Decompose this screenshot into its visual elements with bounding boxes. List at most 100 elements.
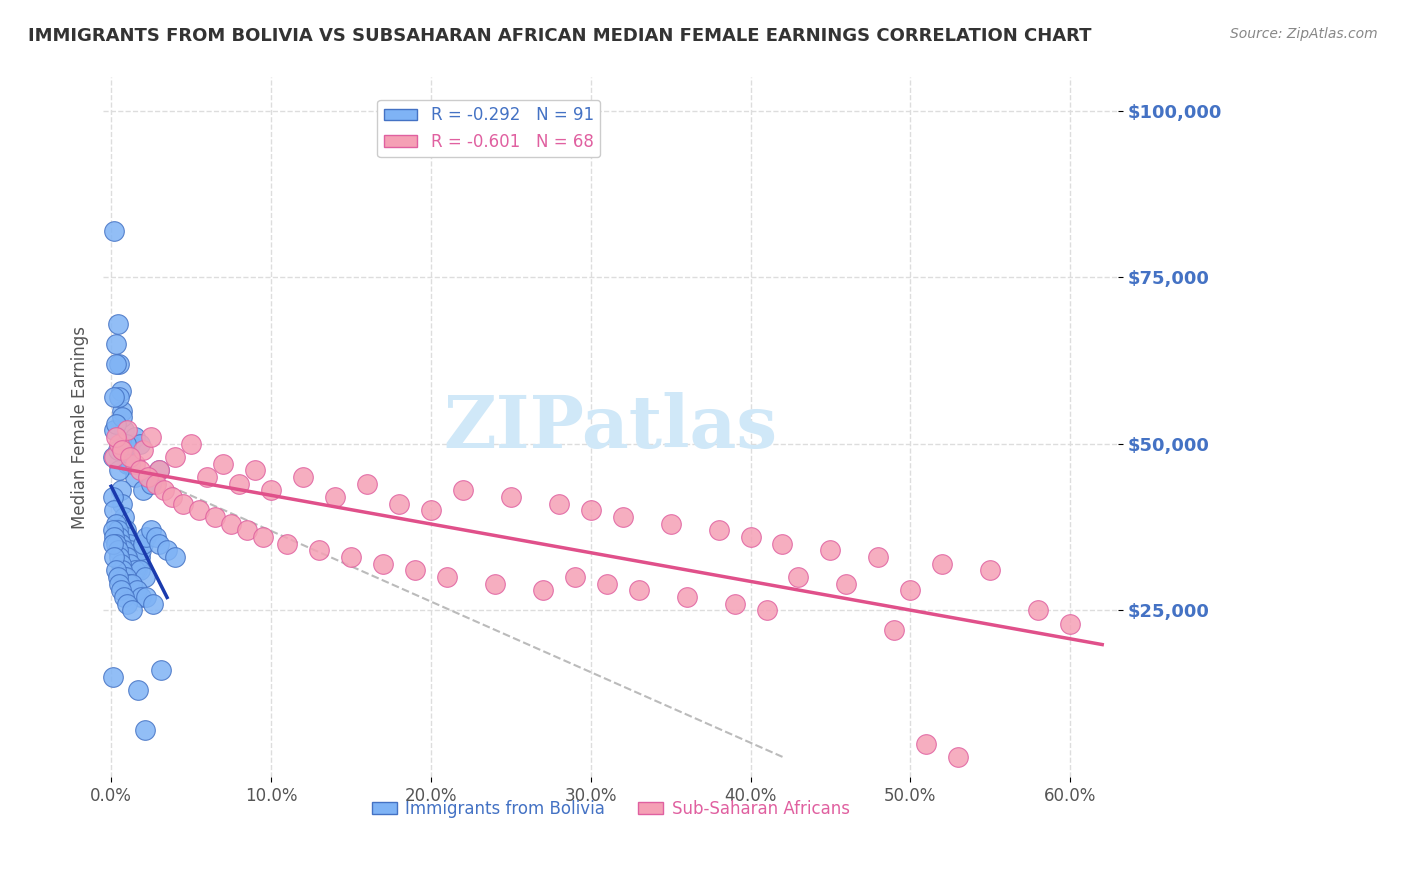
Point	[153, 483, 176, 498]
Point	[104, 337, 127, 351]
Y-axis label: Median Female Earnings: Median Female Earnings	[72, 326, 89, 529]
Point	[165, 450, 187, 464]
Point	[103, 390, 125, 404]
Point	[128, 437, 150, 451]
Point	[121, 549, 143, 564]
Point	[139, 430, 162, 444]
Point	[128, 549, 150, 564]
Point	[139, 524, 162, 538]
Point	[112, 424, 135, 438]
Point	[340, 549, 363, 564]
Point	[659, 516, 682, 531]
Point	[101, 490, 124, 504]
Point	[114, 437, 136, 451]
Point	[114, 549, 136, 564]
Point	[101, 450, 124, 464]
Point	[135, 590, 157, 604]
Point	[103, 424, 125, 438]
Point	[156, 543, 179, 558]
Point	[356, 476, 378, 491]
Point	[115, 597, 138, 611]
Point	[108, 463, 131, 477]
Point	[160, 490, 183, 504]
Text: ZIPatlas: ZIPatlas	[444, 392, 778, 463]
Point	[112, 570, 135, 584]
Point	[124, 470, 146, 484]
Point	[108, 390, 131, 404]
Point	[131, 590, 153, 604]
Point	[436, 570, 458, 584]
Point	[931, 557, 953, 571]
Text: Source: ZipAtlas.com: Source: ZipAtlas.com	[1230, 27, 1378, 41]
Point	[110, 583, 132, 598]
Point	[707, 524, 730, 538]
Point	[260, 483, 283, 498]
Point	[124, 563, 146, 577]
Point	[108, 357, 131, 371]
Point	[104, 563, 127, 577]
Point	[898, 583, 921, 598]
Point	[627, 583, 650, 598]
Point	[107, 317, 129, 331]
Point	[212, 457, 235, 471]
Point	[820, 543, 842, 558]
Point	[388, 497, 411, 511]
Point	[499, 490, 522, 504]
Point	[112, 543, 135, 558]
Point	[104, 357, 127, 371]
Point	[104, 537, 127, 551]
Point	[1059, 616, 1081, 631]
Point	[110, 537, 132, 551]
Point	[243, 463, 266, 477]
Point	[291, 470, 314, 484]
Point	[110, 483, 132, 498]
Point	[132, 443, 155, 458]
Point	[115, 549, 138, 564]
Point	[122, 557, 145, 571]
Point	[139, 476, 162, 491]
Point	[323, 490, 346, 504]
Point	[148, 537, 170, 551]
Point	[120, 557, 142, 571]
Point	[145, 476, 167, 491]
Point	[612, 510, 634, 524]
Point	[107, 443, 129, 458]
Point	[125, 583, 148, 598]
Point	[180, 437, 202, 451]
Point	[101, 537, 124, 551]
Point	[101, 524, 124, 538]
Point	[112, 510, 135, 524]
Point	[531, 583, 554, 598]
Point	[104, 417, 127, 431]
Point	[128, 463, 150, 477]
Point	[145, 530, 167, 544]
Point	[111, 410, 134, 425]
Point	[979, 563, 1001, 577]
Point	[948, 750, 970, 764]
Point	[371, 557, 394, 571]
Point	[547, 497, 569, 511]
Point	[111, 403, 134, 417]
Point	[120, 450, 142, 464]
Point	[111, 497, 134, 511]
Point	[723, 597, 745, 611]
Point	[404, 563, 426, 577]
Point	[115, 457, 138, 471]
Point	[104, 430, 127, 444]
Point	[128, 563, 150, 577]
Point	[124, 563, 146, 577]
Point	[276, 537, 298, 551]
Point	[114, 570, 136, 584]
Point	[103, 549, 125, 564]
Point	[132, 483, 155, 498]
Point	[835, 576, 858, 591]
Point	[772, 537, 794, 551]
Point	[308, 543, 330, 558]
Point	[228, 476, 250, 491]
Point	[108, 549, 131, 564]
Text: IMMIGRANTS FROM BOLIVIA VS SUBSAHARAN AFRICAN MEDIAN FEMALE EARNINGS CORRELATION: IMMIGRANTS FROM BOLIVIA VS SUBSAHARAN AF…	[28, 27, 1091, 45]
Point	[564, 570, 586, 584]
Point	[121, 603, 143, 617]
Legend: Immigrants from Bolivia, Sub-Saharan Africans: Immigrants from Bolivia, Sub-Saharan Afr…	[366, 793, 856, 824]
Point	[111, 543, 134, 558]
